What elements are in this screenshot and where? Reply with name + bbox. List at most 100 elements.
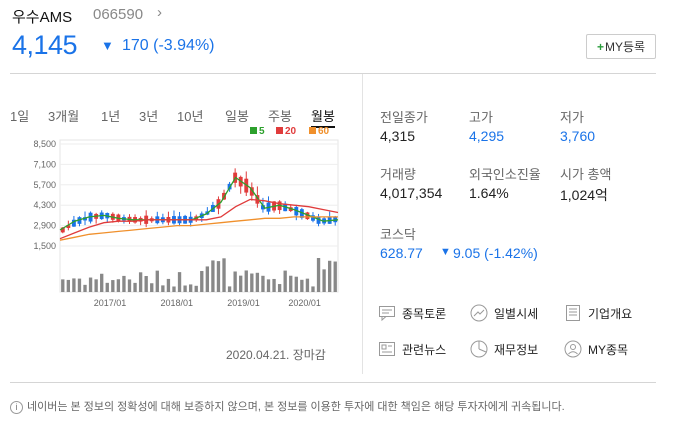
volume-bar <box>100 273 104 292</box>
volume-label: 거래량 <box>380 167 416 182</box>
volume-bar <box>216 261 221 292</box>
high-value: 4,295 <box>469 128 505 144</box>
link-my-stocks[interactable]: MY종목 <box>564 340 628 358</box>
link-financials-label: 재무정보 <box>494 342 539 357</box>
volume-bar <box>188 284 193 292</box>
legend-ma20: 20 <box>276 126 296 137</box>
volume-value: 4,017,354 <box>380 185 443 201</box>
volume-bar <box>177 272 182 292</box>
chevron-right-icon[interactable]: › <box>157 4 162 21</box>
volume-bar <box>116 279 121 292</box>
prev-close-value: 4,315 <box>380 128 416 144</box>
volume-bar <box>144 276 148 292</box>
news-icon <box>379 342 395 356</box>
volume-bar <box>311 286 315 292</box>
my-register-label: MY등록 <box>604 40 646 54</box>
x-tick-label: 2018/01 <box>160 298 193 308</box>
tab-weekly[interactable]: 주봉 <box>268 109 292 124</box>
disclaimer: i 네이버는 본 정보의 정확성에 대해 보증하지 않으며, 본 정보를 이용한 … <box>10 398 565 414</box>
kosdaq-down-arrow-icon: ▼ <box>440 246 451 258</box>
low-value: 3,760 <box>560 128 596 144</box>
kosdaq-label[interactable]: 코스닥 <box>380 227 416 242</box>
volume-bar <box>161 285 165 292</box>
volume-bar <box>94 279 98 292</box>
candle-body <box>255 195 260 204</box>
tab-10years[interactable]: 10년 <box>177 109 204 124</box>
volume-bar <box>66 279 71 292</box>
price-chart: 8,500 7,100 5,700 4,300 2,900 1,500 2017/01 201… <box>33 139 339 308</box>
link-my-stocks-label: MY종목 <box>588 342 629 357</box>
tab-1year[interactable]: 1년 <box>101 109 121 124</box>
kosdaq-change: 9.05 (-1.42%) <box>453 245 538 261</box>
volume-bar <box>305 278 310 292</box>
volume-bar <box>333 261 337 292</box>
volume-bar <box>133 282 137 292</box>
volume-bar <box>222 258 226 292</box>
candle-body <box>60 227 65 233</box>
volume-bar <box>72 278 76 292</box>
y-tick-label: 8,500 <box>33 139 56 149</box>
volume-bar <box>272 278 276 292</box>
volume-bar <box>250 273 254 292</box>
tab-1day[interactable]: 1일 <box>10 109 30 124</box>
candle-body <box>316 216 321 224</box>
tab-monthly[interactable]: 월봉 <box>311 106 335 128</box>
candle-body <box>305 212 310 220</box>
link-discussion-label: 종목토론 <box>402 306 447 321</box>
volume-bar <box>77 278 82 292</box>
link-news[interactable]: 관련뉴스 <box>378 340 446 358</box>
x-tick-label: 2019/01 <box>227 298 260 308</box>
plus-icon: + <box>596 39 604 54</box>
volume-bar <box>294 276 298 292</box>
volume-bar <box>155 270 159 292</box>
volume-bar <box>289 275 293 292</box>
volume-bar <box>244 270 248 292</box>
link-discussion[interactable]: 종목토론 <box>378 304 446 322</box>
chart-frame <box>59 139 339 293</box>
candle-body <box>294 207 299 216</box>
volume-bar <box>194 285 198 292</box>
volume-bar <box>300 279 304 292</box>
link-daily-price[interactable]: 일별시세 <box>470 304 538 322</box>
footer-divider <box>10 382 656 383</box>
volume-bar <box>183 285 187 292</box>
disclaimer-text: 네이버는 본 정보의 정확성에 대해 보증하지 않으며, 본 정보를 이용한 투… <box>27 401 565 413</box>
document-icon <box>566 305 580 321</box>
info-icon: i <box>10 401 23 414</box>
volume-bar <box>316 258 321 292</box>
volume-bar <box>83 284 87 292</box>
candle-body <box>77 217 82 224</box>
volume-bar <box>283 270 287 292</box>
price-change: 170 (-3.94%) <box>122 37 215 54</box>
legend-ma5: 5 <box>250 126 265 137</box>
candle-body <box>260 205 265 210</box>
y-tick-label: 5,700 <box>33 180 56 190</box>
low-label: 저가 <box>560 110 584 125</box>
stock-name[interactable]: 우수AMS <box>12 9 73 26</box>
volume-bar <box>266 279 271 292</box>
tab-3months[interactable]: 3개월 <box>48 109 80 124</box>
tab-daily[interactable]: 일봉 <box>225 109 249 124</box>
my-register-button[interactable]: + MY등록 <box>586 34 656 59</box>
candle-body <box>66 225 71 229</box>
candle-body <box>311 215 315 221</box>
current-price: 4,145 <box>12 30 78 60</box>
trend-icon <box>470 304 488 322</box>
tab-3years[interactable]: 3년 <box>139 109 159 124</box>
stock-code: 066590 <box>93 6 144 23</box>
kosdaq-value: 628.77 <box>380 245 423 261</box>
volume-bar <box>277 284 282 292</box>
link-daily-price-label: 일별시세 <box>494 306 539 321</box>
link-financials[interactable]: 재무정보 <box>470 340 538 358</box>
y-tick-label: 1,500 <box>33 241 56 251</box>
volume-bar <box>166 278 171 292</box>
volume-bar <box>61 279 65 292</box>
link-company-overview[interactable]: 기업개요 <box>564 304 632 322</box>
candle-body <box>249 187 254 196</box>
y-tick-label: 4,300 <box>33 200 56 210</box>
volume-bar <box>205 266 210 292</box>
high-label: 고가 <box>469 110 493 125</box>
volume-bar <box>122 275 126 292</box>
x-tick-label: 2020/01 <box>288 298 321 308</box>
ma-line-5 <box>59 176 339 231</box>
